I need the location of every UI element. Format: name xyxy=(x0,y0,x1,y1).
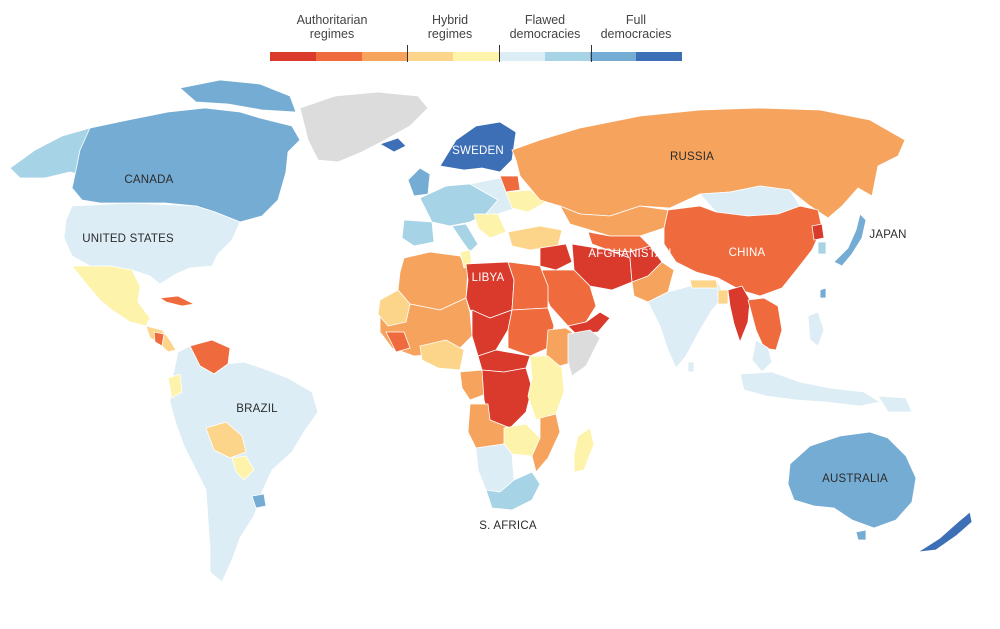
mozambique xyxy=(531,413,561,473)
legend-swatch-flawed-2 xyxy=(544,52,591,61)
legend-divider xyxy=(591,45,592,62)
myanmar xyxy=(727,285,751,343)
uk-ireland xyxy=(407,167,431,197)
peru-ecuador xyxy=(167,373,183,399)
legend-color-bar xyxy=(270,52,683,61)
norway-sweden-finland xyxy=(439,121,517,173)
label-united-states: UNITED STATES xyxy=(82,233,174,245)
label-china: CHINA xyxy=(729,247,766,259)
russia xyxy=(511,107,906,219)
new-zealand xyxy=(917,511,973,553)
canada-islands xyxy=(179,79,297,113)
china xyxy=(663,205,823,297)
libya xyxy=(465,261,515,319)
bangladesh xyxy=(717,289,729,305)
belarus xyxy=(499,175,521,193)
east-africa xyxy=(527,355,565,421)
legend-label-authoritarian: Authoritarian regimes xyxy=(296,13,368,41)
india xyxy=(647,281,725,369)
bolivia xyxy=(205,421,247,459)
indonesia xyxy=(739,371,881,407)
philippines xyxy=(807,311,825,347)
mauritania-mali xyxy=(377,289,411,327)
label-russia: RUSSIA xyxy=(670,151,714,163)
north-korea xyxy=(811,223,825,241)
legend-swatch-authoritarian-3 xyxy=(361,52,408,61)
guinea-ivory-coast xyxy=(385,331,411,353)
pakistan xyxy=(631,261,675,303)
legend-label-full: Full democracies xyxy=(600,13,672,41)
legend-swatch-hybrid-2 xyxy=(453,52,499,61)
syria-iraq xyxy=(539,243,573,271)
mexico xyxy=(71,265,151,327)
tasmania xyxy=(855,529,867,541)
legend-swatch-full-1 xyxy=(590,52,637,61)
saudi-arabia xyxy=(535,269,597,327)
label-brazil: BRAZIL xyxy=(236,403,278,415)
label-afghanistan: AFGHANISTAN xyxy=(588,248,671,260)
label-australia: AUSTRALIA xyxy=(822,473,888,485)
italy xyxy=(451,223,479,253)
cuba xyxy=(159,295,195,307)
south-africa xyxy=(485,471,541,511)
balkans xyxy=(473,213,507,239)
madagascar xyxy=(573,427,595,473)
uruguay xyxy=(251,493,267,509)
iceland xyxy=(379,137,407,153)
morocco-algeria xyxy=(397,251,469,311)
nepal-bhutan xyxy=(689,279,719,289)
legend: Authoritarian regimes Hybrid regimes Fla… xyxy=(270,10,683,62)
papua-new-guinea xyxy=(877,395,913,413)
cameroon-gabon xyxy=(459,369,487,401)
nicaragua xyxy=(153,331,165,347)
label-japan: JAPAN xyxy=(869,229,906,241)
legend-label-hybrid: Hybrid regimes xyxy=(427,13,473,41)
label-canada: CANADA xyxy=(124,174,173,186)
sudan xyxy=(507,307,555,357)
label-sweden: SWEDEN xyxy=(452,145,504,157)
japan xyxy=(833,213,867,267)
legend-swatch-hybrid-1 xyxy=(407,52,454,61)
somalia xyxy=(567,329,601,377)
label-libya: LIBYA xyxy=(472,272,505,284)
australia xyxy=(787,431,917,529)
iberia xyxy=(401,219,435,247)
legend-swatch-authoritarian-1 xyxy=(270,52,316,61)
legend-divider xyxy=(499,45,500,62)
south-korea xyxy=(817,241,827,255)
chad xyxy=(471,309,513,357)
label-south-africa: S. AFRICA xyxy=(479,520,537,532)
legend-swatch-full-2 xyxy=(636,52,683,61)
legend-label-flawed: Flawed democracies xyxy=(509,13,581,41)
paraguay xyxy=(231,455,255,481)
taiwan xyxy=(819,287,827,299)
nigeria-ghana xyxy=(419,339,465,371)
cambodia-malaysia xyxy=(751,339,773,373)
legend-swatch-flawed-1 xyxy=(498,52,545,61)
thailand-laos-vietnam xyxy=(747,297,783,351)
united-states xyxy=(63,202,241,285)
legend-divider xyxy=(407,45,408,62)
egypt xyxy=(507,261,549,311)
canada xyxy=(71,107,301,223)
greenland xyxy=(299,91,429,163)
sri-lanka xyxy=(687,361,695,373)
legend-swatch-authoritarian-2 xyxy=(315,52,362,61)
